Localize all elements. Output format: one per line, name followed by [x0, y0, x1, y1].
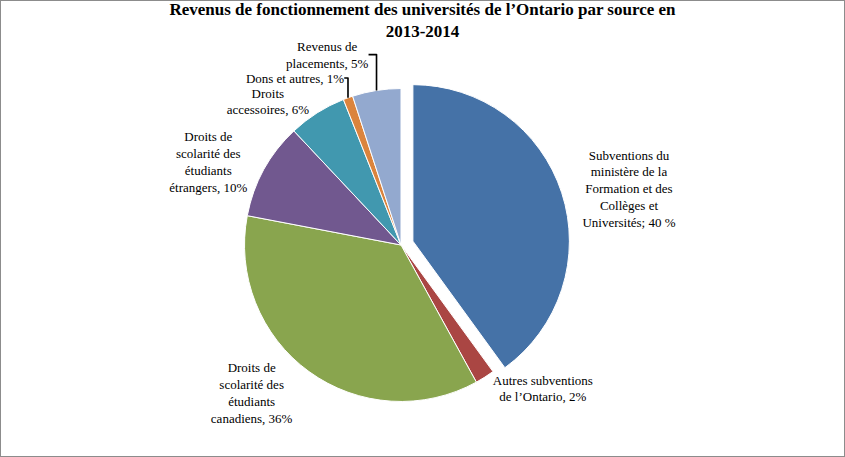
svg-text:Droitsaccessoires, 6%: Droitsaccessoires, 6% [227, 86, 309, 118]
svg-text:Droits descolarité desétudiant: Droits descolarité desétudiantsétrangers… [169, 129, 247, 195]
svg-text:Revenus deplacements, 5%: Revenus deplacements, 5% [286, 39, 368, 71]
svg-text:Droits descolarité desétudiant: Droits descolarité desétudiantscanadiens… [211, 360, 293, 426]
svg-text:Dons et autres, 1%: Dons et autres, 1% [246, 71, 344, 86]
svg-text:Revenus de fonctionnement des: Revenus de fonctionnement des université… [169, 1, 676, 41]
svg-text:Subventions duministère de laF: Subventions duministère de laFormation e… [582, 148, 675, 231]
svg-text:Autres subventionsde l’Ontario: Autres subventionsde l’Ontario, 2% [493, 373, 593, 405]
